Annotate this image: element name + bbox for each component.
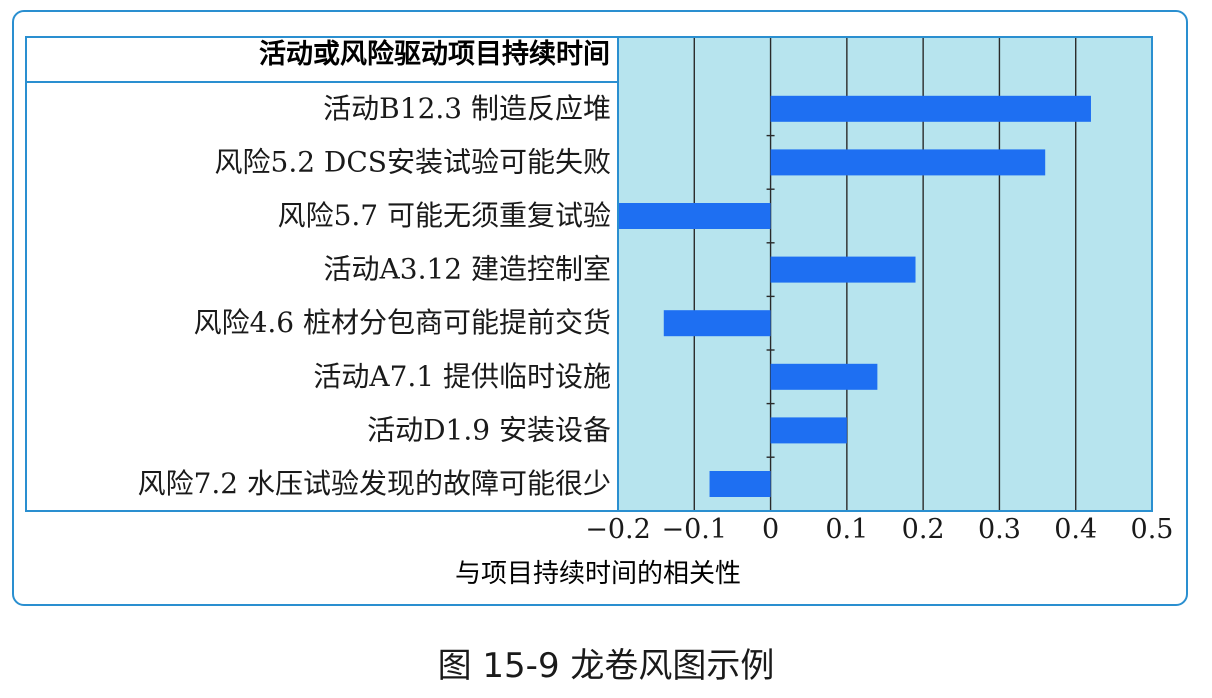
bar xyxy=(770,95,1091,122)
x-tick-label: 0.1 xyxy=(825,514,868,545)
bar xyxy=(770,417,847,444)
x-tick-label: −0.1 xyxy=(662,514,728,545)
category-label: 风险5.2 DCS安装试验可能失败 xyxy=(215,145,612,178)
category-label: 活动A7.1 提供临时设施 xyxy=(313,360,611,393)
bar xyxy=(770,256,916,283)
bar xyxy=(709,471,771,497)
bar xyxy=(770,149,1046,176)
x-tick-label: −0.2 xyxy=(585,514,651,545)
x-axis-title: 与项目持续时间的相关性 xyxy=(455,559,741,589)
x-tick-label: 0.4 xyxy=(1054,514,1097,545)
category-label: 活动A3.12 建造控制室 xyxy=(324,253,611,286)
bar xyxy=(618,203,771,229)
bar xyxy=(770,363,878,390)
x-tick-label: 0.2 xyxy=(902,514,945,545)
x-tick-label: 0 xyxy=(762,514,779,545)
figure-caption: 图 15-9 龙卷风图示例 xyxy=(437,646,775,686)
x-tick-label: 0.5 xyxy=(1131,514,1174,545)
chart-header: 活动或风险驱动项目持续时间 xyxy=(259,38,610,70)
category-label: 风险5.7 可能无须重复试验 xyxy=(278,199,611,232)
x-tick-label: 0.3 xyxy=(978,514,1021,545)
category-label: 活动B12.3 制造反应堆 xyxy=(323,92,611,125)
bar xyxy=(663,310,771,337)
category-label: 活动D1.9 安装设备 xyxy=(367,413,611,446)
table-border xyxy=(25,36,1153,512)
category-label: 风险4.6 桩材分包商可能提前交货 xyxy=(194,306,611,339)
category-label: 风险7.2 水压试验发现的故障可能很少 xyxy=(138,467,611,500)
